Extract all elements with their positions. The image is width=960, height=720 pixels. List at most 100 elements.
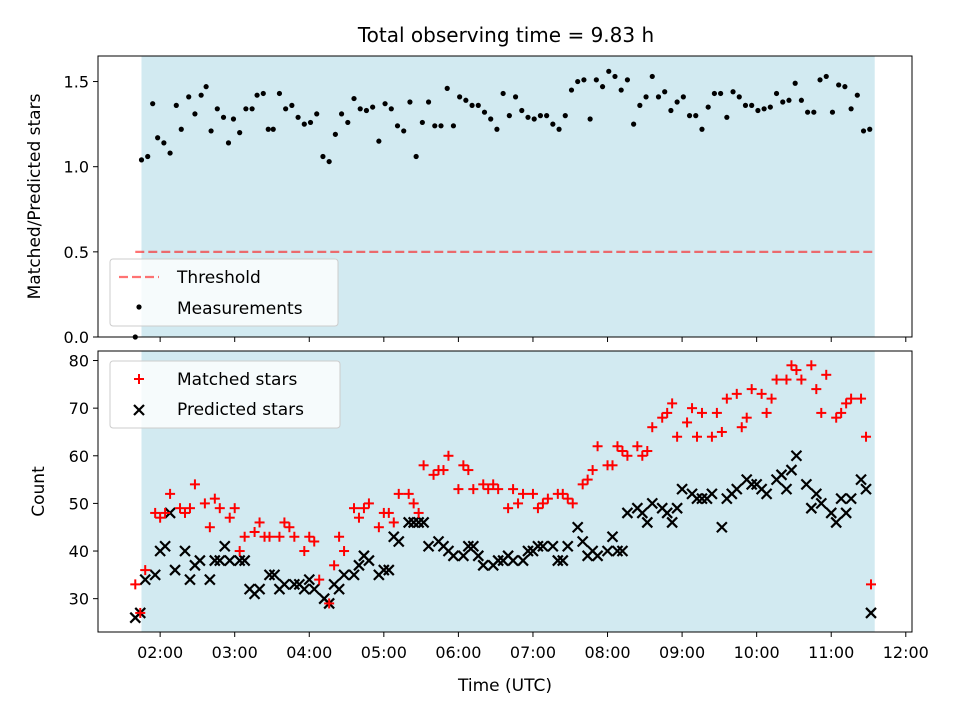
measurement-point [230,116,237,122]
cross-b [338,569,350,581]
measurement-point [475,102,481,108]
predicted-point [860,483,872,495]
matched-point [229,503,240,514]
measurement-point [198,92,204,98]
cross-b [810,488,823,500]
predicted-point [855,473,867,486]
matched-point [687,403,698,414]
cross-b [830,516,842,529]
matched-point [557,488,568,499]
measurement-point [668,107,674,114]
y-tick-label-top-2: 1.0 [64,158,89,177]
measurement-point [643,94,649,100]
cross-b [760,488,773,500]
matched-point [706,431,717,442]
measurement-point [150,101,156,107]
x-tick-label-3: 05:00 [361,643,407,662]
cross-b [696,492,708,505]
measurement-point [260,90,266,97]
y-axis-label-ratio: Matched/Predicted stars [25,93,45,299]
predicted-point [457,550,470,562]
predicted-point [865,607,877,619]
matched-point [309,536,320,547]
measurement-point [773,90,780,97]
measurement-point [283,106,289,112]
predicted-point [407,516,420,529]
predicted-point [363,554,375,567]
measurement-point [376,138,382,144]
cross-b [169,564,181,576]
matched-point [383,507,394,518]
cross-b [233,554,246,567]
measurement-point [425,99,432,105]
cross-b [561,540,574,553]
measurement-point [718,90,724,97]
y-tick-label-bottom-0: 30 [69,590,89,609]
measurement-point [506,113,512,119]
cross-b [611,545,624,557]
measurement-point [836,82,842,88]
matched-point [468,484,479,495]
matched-point [239,531,250,542]
measurement-point [208,128,214,134]
predicted-point [671,502,683,514]
measurement-point [173,102,179,108]
measurement-point [463,97,469,103]
matched-point [204,522,215,533]
cross-b [298,583,311,595]
matched-point [607,460,618,471]
predicted-point [303,573,316,586]
predicted-point [263,569,276,581]
cross-b [263,569,276,581]
measurement-point [711,90,718,97]
matched-point [836,407,847,418]
matched-point [582,474,593,485]
predicted-point [402,516,415,529]
predicted-point [209,554,221,567]
predicted-point [780,483,793,495]
measurement-point [575,78,581,85]
matched-point [642,446,653,457]
matched-point [135,607,146,618]
cross-b [407,516,420,529]
cross-b [184,573,196,586]
measurement-point [693,113,699,119]
matched-point [363,498,374,509]
cross-b [666,516,678,529]
measurement-point [798,97,804,103]
matched-point [483,484,494,495]
predicted-point [223,554,236,567]
measurement-point [618,87,624,93]
measurement-point [705,104,711,110]
legend-measurements-swatch [136,304,142,310]
matched-point [761,407,772,418]
predicted-point [308,583,321,595]
matched-point [373,522,384,533]
cross-b [537,540,549,553]
cross-b [133,404,145,416]
measurement-point [295,114,301,120]
measurement-point [161,140,167,146]
measurement-point [780,99,786,105]
cross-b [661,507,673,519]
y-tick-label-top-0: 0.0 [64,328,89,347]
measurement-point [432,123,438,129]
measurement-point [357,106,363,112]
predicted-point [706,488,718,500]
cross-b [621,507,634,519]
measurement-point [214,106,220,112]
measurement-point [345,119,351,126]
legend-threshold-label: Threshold [176,268,261,288]
matched-point [284,522,295,533]
measurement-point [413,153,419,160]
x-tick-label-2: 04:00 [286,643,332,662]
predicted-point [159,540,171,553]
predicted-point [775,469,788,481]
measurement-point [444,85,450,91]
measurement-point [686,113,693,119]
cross-b [601,545,614,557]
predicted-point [278,578,291,591]
cross-b [522,545,534,557]
measurement-point [823,73,829,80]
cross-b [517,554,529,567]
